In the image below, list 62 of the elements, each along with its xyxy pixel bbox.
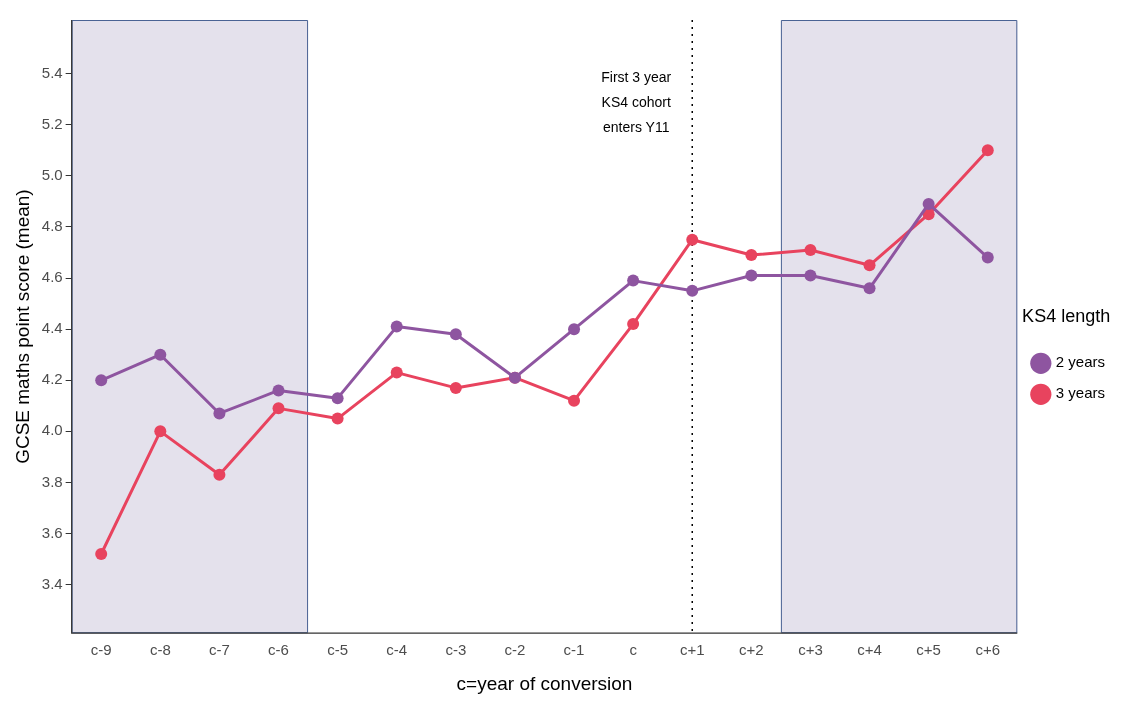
point (154, 348, 167, 361)
x-tick-label: c+1 (679, 641, 705, 659)
y-tick-label: 3.4 (41, 574, 63, 592)
legend-label: 2 years (1055, 353, 1106, 371)
point (95, 548, 108, 560)
y-tick-label: 4.4 (41, 319, 63, 337)
point (272, 384, 285, 397)
x-tick-label: c+2 (739, 641, 764, 659)
point (922, 197, 935, 210)
y-tick-label: 5.0 (41, 166, 63, 183)
x-tick-label: c+3 (798, 641, 823, 659)
x-tick-label: c-2 (504, 641, 526, 659)
x-tick-label: c (629, 641, 638, 659)
point (213, 468, 226, 481)
point (449, 328, 462, 341)
point (627, 274, 640, 287)
point (272, 402, 285, 415)
y-axis-title: GCSE maths point score (mean) (11, 189, 33, 464)
x-axis-title: c=year of conversion (456, 672, 633, 694)
y-tick-label: 4.0 (41, 421, 63, 439)
legend-title: KS4 length (1022, 306, 1111, 327)
point (981, 144, 994, 157)
point (981, 251, 994, 264)
point (331, 392, 344, 405)
point (745, 269, 758, 282)
point (449, 381, 462, 394)
x-tick-label: c+5 (916, 641, 941, 659)
x-tick-label: c-3 (445, 641, 467, 659)
x-tick-label: c+6 (975, 641, 1001, 659)
point (686, 284, 699, 297)
point (863, 259, 876, 272)
y-tick-label: 3.6 (41, 523, 63, 541)
x-tick-label: c-4 (386, 641, 408, 659)
point (154, 425, 167, 438)
point (95, 374, 108, 387)
y-tick-label: 4.2 (41, 370, 63, 388)
point (568, 323, 581, 336)
point (331, 412, 344, 425)
point (568, 394, 581, 407)
y-tick-label: 5.4 (41, 63, 63, 81)
y-tick-label: 4.8 (41, 217, 63, 235)
y-tick-label: 3.8 (41, 472, 63, 490)
y-tick-label: 4.6 (41, 268, 63, 286)
x-tick-label: c-7 (208, 641, 230, 659)
ref-line-label: First 3 year KS4 cohort enters Y11 (601, 69, 672, 135)
point (627, 318, 640, 331)
point (390, 366, 403, 379)
x-tick-label: c-1 (563, 641, 585, 659)
point (390, 320, 403, 333)
y-tick-label: 5.2 (41, 114, 63, 132)
x-tick-label: c-9 (90, 641, 112, 659)
point (745, 249, 758, 262)
point (804, 243, 817, 256)
x-tick-label: c-6 (268, 641, 289, 659)
point (863, 282, 876, 295)
x-tick-label: c+4 (857, 641, 882, 659)
point (804, 269, 817, 282)
x-tick-label: c-8 (149, 641, 171, 659)
x-tick-label: c-5 (327, 641, 349, 659)
point (213, 407, 226, 420)
point (686, 233, 699, 246)
legend-label: 3 years (1055, 384, 1106, 402)
